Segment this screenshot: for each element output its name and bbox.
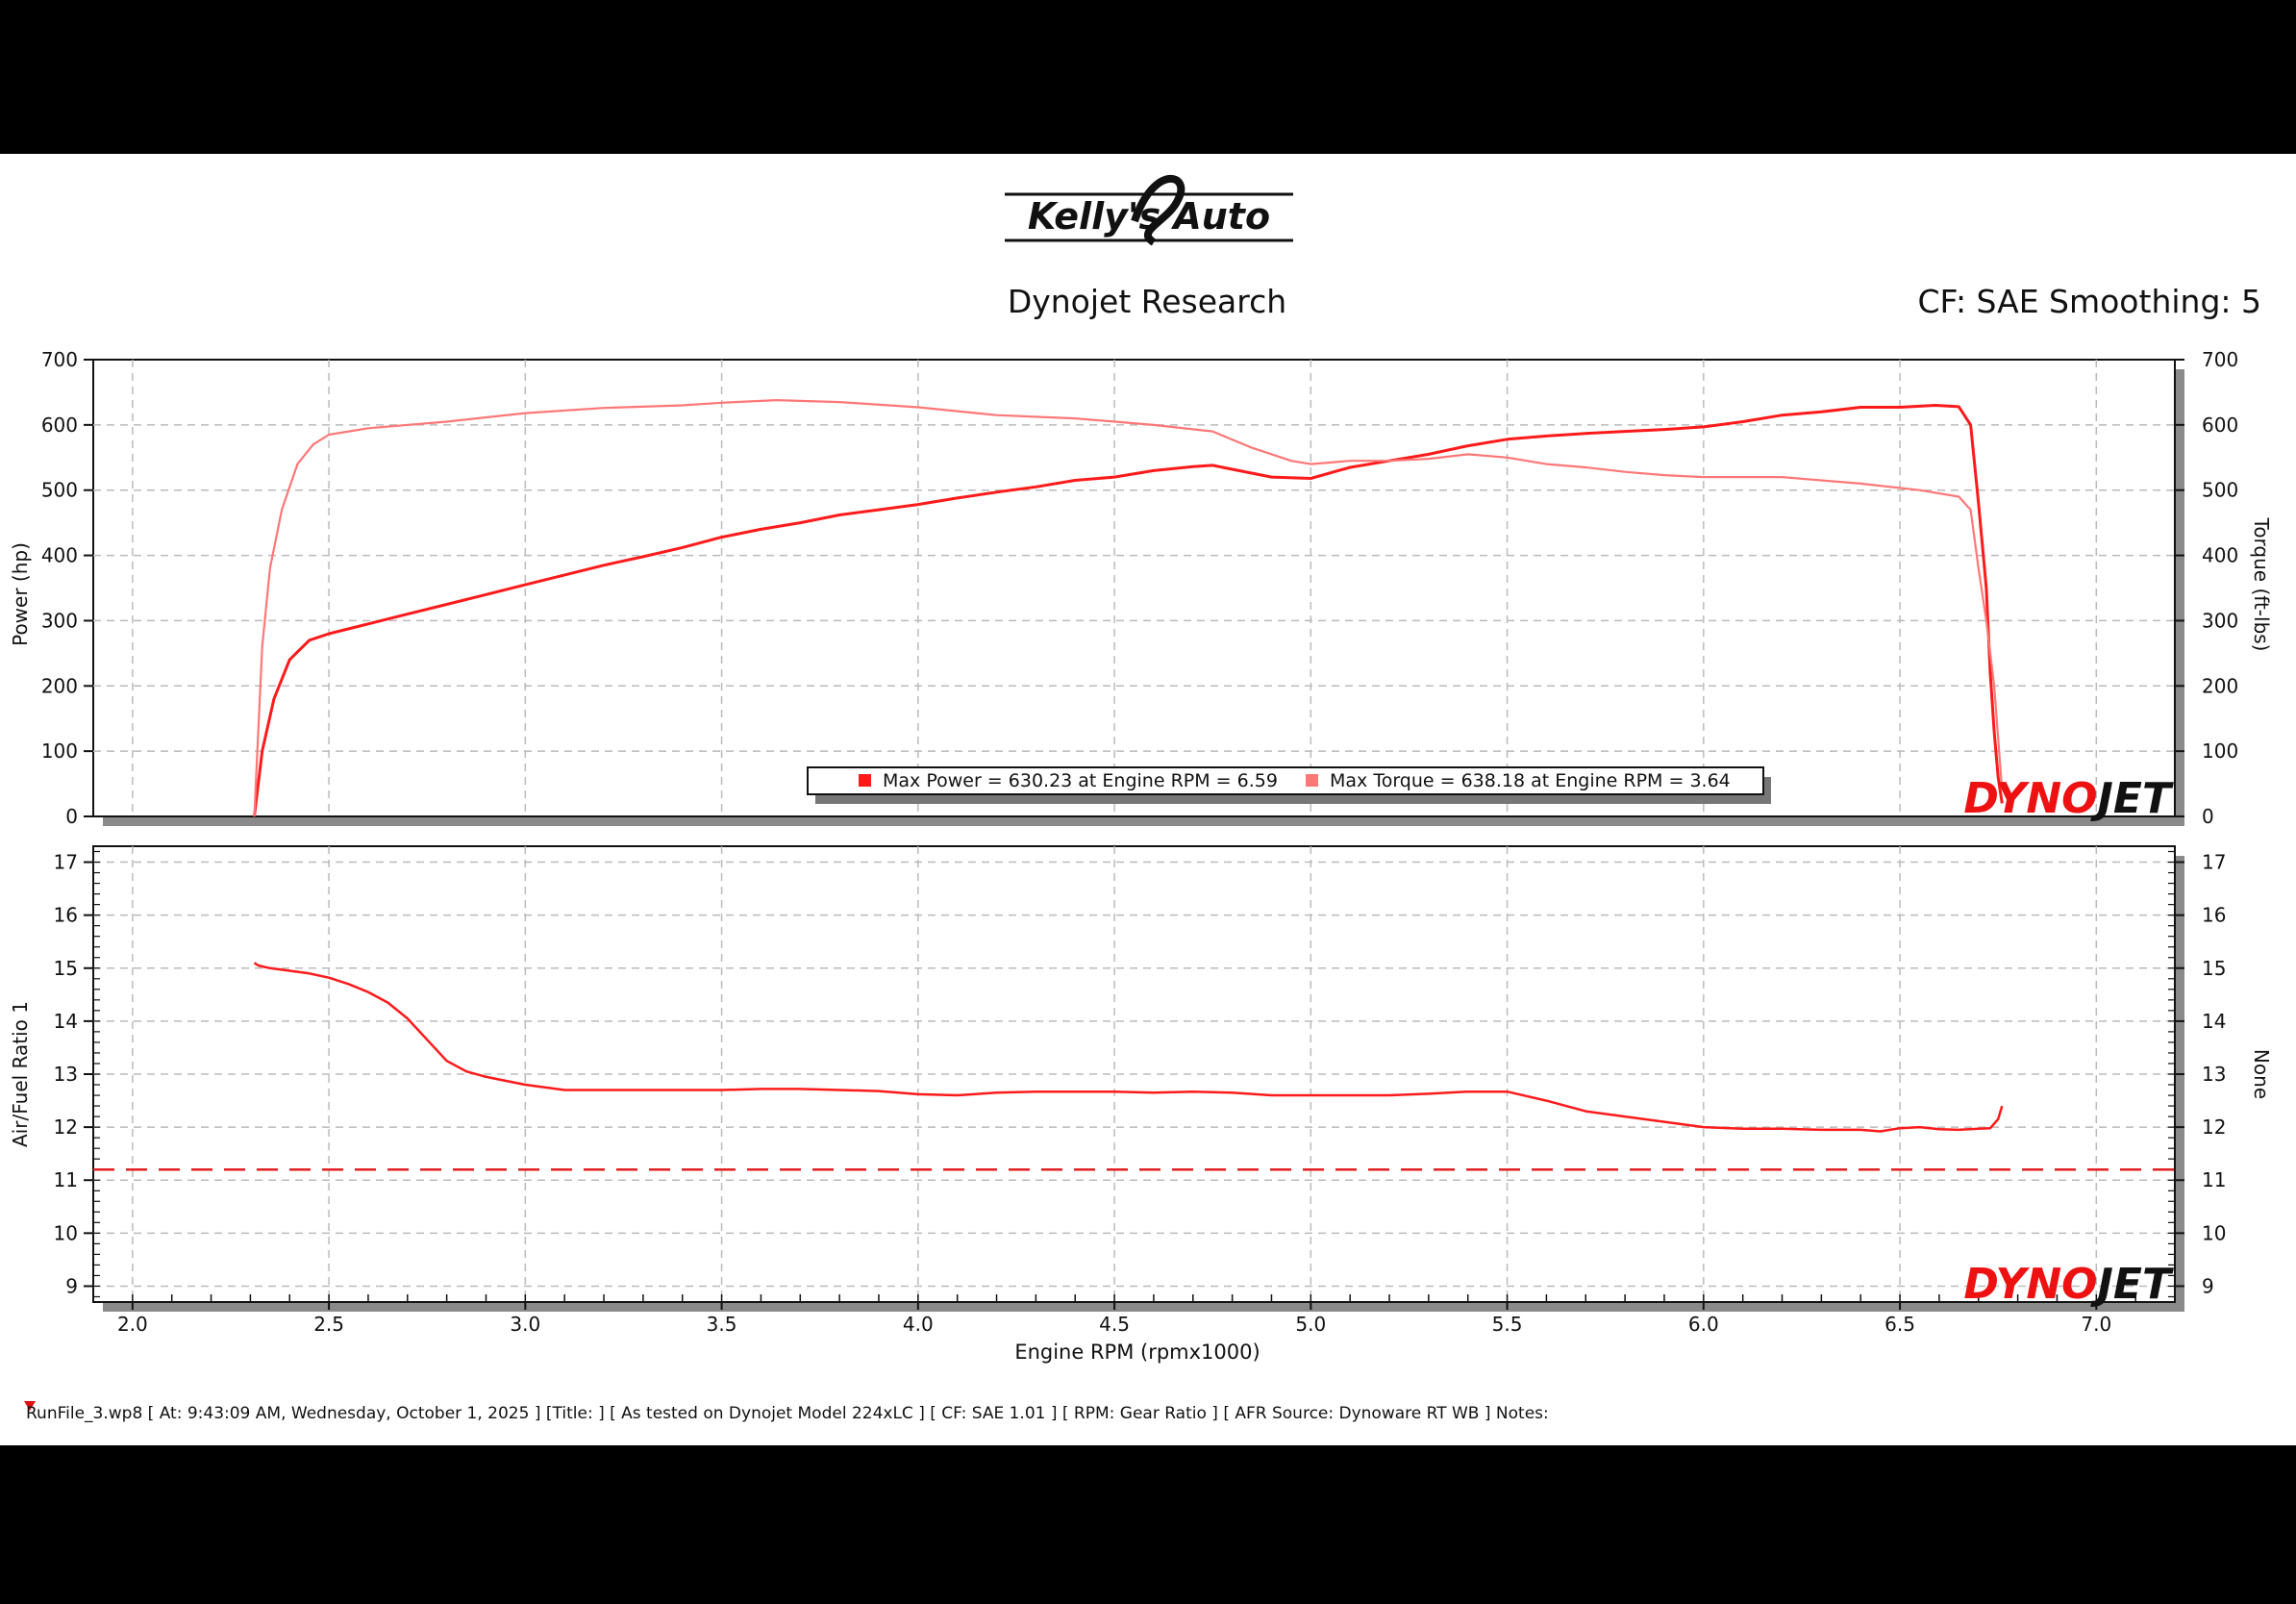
y-axis-title-power: Power (hp) (9, 542, 32, 646)
y2-tick-label: 11 (2202, 1168, 2226, 1191)
y2-tick-label: 400 (2202, 544, 2238, 567)
y2-tick-label: 100 (2202, 739, 2238, 763)
x-tick-label: 2.5 (313, 1313, 344, 1336)
y2-tick-label: 700 (2202, 348, 2238, 371)
y2-tick-label: 10 (2202, 1221, 2226, 1244)
y2-tick-label: 13 (2202, 1063, 2226, 1086)
y2-tick-label: 17 (2202, 851, 2226, 874)
y2-tick-label: 16 (2202, 904, 2226, 927)
x-tick-label: 3.5 (707, 1313, 737, 1336)
y-tick-label: 200 (41, 674, 78, 697)
y-tick-label: 300 (41, 609, 78, 632)
legend: Max Power = 630.23 at Engine RPM = 6.59 … (807, 766, 1771, 804)
watermark-part-dyno: DYNO (1963, 774, 2097, 823)
x-tick-label: 6.0 (1688, 1313, 1719, 1336)
kellys-auto-logo: Kelly's Auto (1005, 175, 1293, 246)
legend-power-swatch (859, 774, 871, 787)
plot-frame (92, 359, 2176, 817)
logo-text: Kelly's Auto (1028, 195, 1270, 238)
legend-torque-label: Max Torque = 638.18 at Engine RPM = 3.64 (1330, 770, 1731, 791)
y-axis-title-none: None (2250, 1049, 2273, 1099)
x-tick-label: 5.0 (1295, 1313, 1326, 1336)
y2-tick-label: 9 (2202, 1274, 2214, 1297)
y-tick-label: 10 (54, 1221, 78, 1244)
run-info: RunFile_3.wp8 [ At: 9:43:09 AM, Wednesda… (26, 1404, 1549, 1423)
y-tick-label: 9 (65, 1274, 78, 1297)
y2-tick-label: 200 (2202, 674, 2238, 697)
y2-tick-label: 15 (2202, 957, 2226, 980)
y2-tick-label: 600 (2202, 414, 2238, 437)
chart-title: Dynojet Research (1008, 283, 1286, 320)
watermark-part-jet: JET (2090, 1260, 2174, 1309)
dynojet-watermark: DYNOJET (1963, 1260, 2174, 1309)
legend-power-label: Max Power = 630.23 at Engine RPM = 6.59 (883, 770, 1278, 791)
y-tick-label: 100 (41, 739, 78, 763)
y-tick-label: 500 (41, 479, 78, 502)
power-curve (253, 404, 2004, 817)
y-tick-label: 16 (54, 904, 78, 927)
y-axis-title-torque: Torque (ft-lbs) (2250, 517, 2273, 652)
y2-tick-label: 12 (2202, 1115, 2226, 1139)
y-tick-label: 14 (54, 1010, 78, 1033)
y-tick-label: 400 (41, 544, 78, 567)
y-tick-label: 17 (54, 851, 78, 874)
y-tick-label: 13 (54, 1063, 78, 1086)
y-axis-title-afr: Air/Fuel Ratio 1 (9, 1001, 32, 1147)
x-tick-label: 2.0 (117, 1313, 148, 1336)
y2-tick-label: 14 (2202, 1010, 2226, 1033)
x-tick-label: 4.5 (1099, 1313, 1130, 1336)
dynojet-watermark: DYNOJET (1963, 774, 2174, 823)
x-tick-label: 3.0 (510, 1313, 540, 1336)
torque-curve (253, 399, 2004, 817)
watermark-part-jet: JET (2090, 774, 2174, 823)
dyno-report-sheet: Kelly's Auto Dynojet Research CF: SAE Sm… (0, 154, 2296, 1445)
power-torque-plot: 0 0 100 100 200 200 300 300 400 400 500 500 600 600 70… (41, 348, 2238, 828)
legend-torque-swatch (1306, 774, 1318, 787)
y-tick-label: 12 (54, 1115, 78, 1139)
y-tick-label: 0 (65, 805, 78, 828)
dyno-chart: Kelly's Auto Dynojet Research CF: SAE Sm… (9, 175, 2273, 1423)
y2-tick-label: 300 (2202, 609, 2238, 632)
watermark-part-dyno: DYNO (1963, 1260, 2097, 1309)
afr-plot: 2.0 2.5 3.0 3.5 4.0 4.5 5.0 5.5 6.0 6.5 7.0 9 9 10 10 1… (54, 845, 2226, 1336)
x-axis-title: Engine RPM (rpmx1000) (1014, 1341, 1260, 1364)
x-tick-label: 7.0 (2081, 1313, 2111, 1336)
y2-tick-label: 0 (2202, 805, 2214, 828)
y-tick-label: 15 (54, 957, 78, 980)
y-tick-label: 600 (41, 414, 78, 437)
x-tick-label: 6.5 (1884, 1313, 1915, 1336)
run-marker-icon (24, 1401, 36, 1411)
x-tick-label: 5.5 (1492, 1313, 1523, 1336)
correction-settings: CF: SAE Smoothing: 5 (1917, 283, 2261, 320)
y2-tick-label: 500 (2202, 479, 2238, 502)
afr-curve (253, 962, 2004, 1133)
y-tick-label: 11 (54, 1168, 78, 1191)
y-tick-label: 700 (41, 348, 78, 371)
x-tick-label: 4.0 (903, 1313, 934, 1336)
